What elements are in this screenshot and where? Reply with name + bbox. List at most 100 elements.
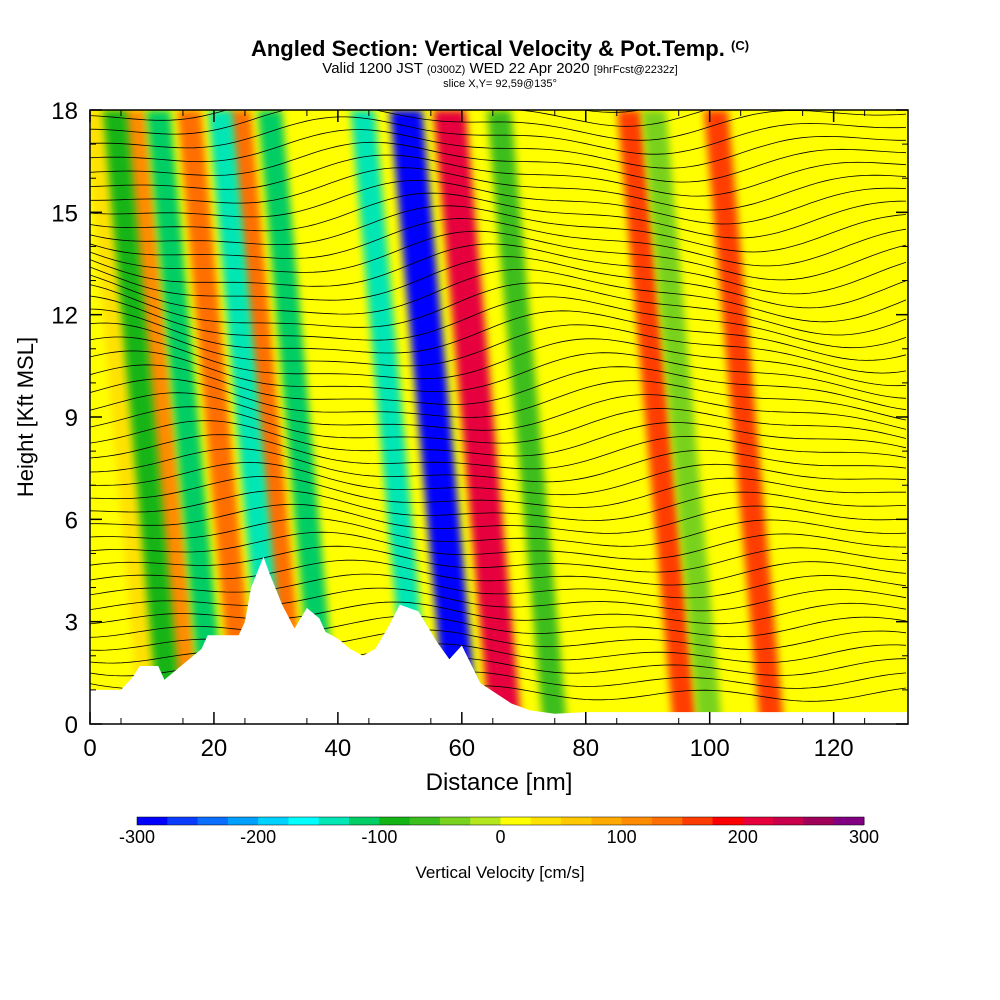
y-tick-label: 18 — [51, 98, 78, 125]
colorbar-swatch — [318, 817, 350, 825]
theta-contour — [90, 601, 907, 625]
colorbar-tick-label: 300 — [849, 827, 879, 847]
colorbar-swatch — [439, 817, 471, 825]
colorbar-swatch — [137, 817, 168, 825]
colorbar-swatch — [591, 817, 623, 825]
theta-contour — [90, 434, 907, 470]
x-tick-label: 120 — [814, 735, 854, 762]
colorbar-swatch — [773, 817, 804, 825]
colorbar-swatch — [197, 817, 229, 825]
theta-contour — [90, 378, 907, 421]
theta-contour — [90, 615, 907, 638]
plot-area — [90, 110, 908, 724]
y-axis-label: Height [Kft MSL] — [13, 337, 38, 497]
x-axis-label: Distance [nm] — [426, 769, 573, 796]
valid-prefix: Valid 1200 JST — [322, 60, 423, 77]
colorbar-tick-label: -100 — [361, 827, 397, 847]
theta-contour — [90, 406, 907, 444]
theta-contour — [90, 179, 907, 225]
theta-contour — [90, 154, 907, 197]
downdraft-column — [350, 110, 431, 724]
colorbar-tick-label: 200 — [728, 827, 758, 847]
x-tick-label: 100 — [690, 735, 730, 762]
title-block: Angled Section: Vertical Velocity & Pot.… — [0, 34, 1000, 91]
chart-title: Angled Section: Vertical Velocity & Pot.… — [0, 34, 1000, 61]
theta-contour — [90, 308, 907, 361]
colorbar-swatch — [288, 817, 320, 825]
theta-contour — [90, 141, 907, 183]
y-tick-label: 15 — [51, 200, 78, 227]
theta-contour — [90, 587, 907, 612]
colorbar-swatch — [682, 817, 714, 825]
theta-contour — [90, 205, 907, 253]
valid-date: WED 22 Apr 2020 — [469, 60, 590, 77]
updraft-column — [226, 110, 307, 724]
theta-contour — [90, 392, 907, 431]
theta-contours — [90, 110, 907, 702]
theta-contour — [90, 192, 907, 239]
colorbar-tick-label: 100 — [607, 827, 637, 847]
colorbar-swatch — [712, 817, 744, 825]
colorbar: -300 -200 -100 0 100 200 300 — [119, 816, 879, 847]
y-tick-label: 12 — [51, 303, 78, 330]
updraft-column — [121, 110, 202, 724]
colorbar-label: Vertical Velocity [cm/s] — [415, 863, 585, 882]
x-tick-label: 80 — [572, 735, 599, 762]
theta-contour — [90, 503, 907, 534]
theta-contour — [90, 448, 907, 483]
theta-contour — [90, 531, 907, 560]
downdraft-column — [641, 110, 722, 724]
downdraft-column — [146, 110, 226, 724]
downdraft-column — [257, 110, 338, 724]
theta-contour — [90, 364, 907, 411]
theta-contour — [90, 218, 907, 267]
colorbar-tick-label: -300 — [119, 827, 155, 847]
theta-contour — [90, 230, 907, 281]
theta-contour — [90, 420, 907, 457]
theta-contour — [90, 282, 907, 336]
colorbar-swatch — [379, 817, 411, 825]
axes: 0 20 40 60 80 100 120 0 3 6 9 12 15 18 — [51, 98, 908, 762]
colorbar-swatch — [803, 817, 835, 825]
theta-contour — [90, 350, 907, 399]
valid-zulu: (0300Z) — [426, 64, 466, 76]
theta-contour — [90, 268, 907, 323]
theta-contour — [90, 573, 907, 599]
theta-contour — [90, 517, 907, 547]
valid-forecast: [9hrFcst@2232z] — [593, 64, 678, 76]
colorbar-tick-label: 0 — [495, 827, 505, 847]
theta-contour — [90, 336, 907, 387]
theta-contour — [90, 462, 907, 496]
theta-contour — [90, 129, 906, 169]
colorbar-swatch — [561, 817, 592, 825]
theta-contour — [90, 243, 907, 295]
theta-contour — [90, 116, 907, 155]
colorbar-swatch — [651, 817, 683, 825]
x-tick-label: 20 — [201, 735, 228, 762]
theta-contour — [90, 475, 907, 509]
colorbar-swatch — [167, 817, 199, 825]
colorbar-swatch — [530, 817, 562, 825]
theta-contour — [90, 559, 907, 586]
slice-info: slice X,Y= 92,59@135° — [443, 78, 557, 90]
downdraft-column — [487, 110, 567, 724]
colorbar-swatch — [470, 817, 501, 825]
theta-contour — [90, 167, 907, 211]
colorbar-swatch — [500, 817, 532, 825]
updraft-column — [177, 110, 257, 724]
terrain-mask — [90, 556, 908, 724]
theta-contour — [90, 295, 907, 349]
y-tick-label: 9 — [65, 405, 78, 432]
theta-contour — [90, 110, 907, 141]
colorbar-swatch — [409, 817, 441, 825]
colorbar-swatch — [349, 817, 380, 825]
theta-contour — [581, 110, 643, 113]
theta-contour — [90, 490, 907, 521]
colorbar-swatch — [742, 817, 774, 825]
colorbar-swatch — [621, 817, 653, 825]
x-tick-label: 60 — [448, 735, 475, 762]
theta-contour — [90, 322, 907, 374]
chart-title-text: Angled Section: Vertical Velocity & Pot.… — [250, 36, 725, 61]
y-tick-label: 3 — [65, 610, 78, 637]
